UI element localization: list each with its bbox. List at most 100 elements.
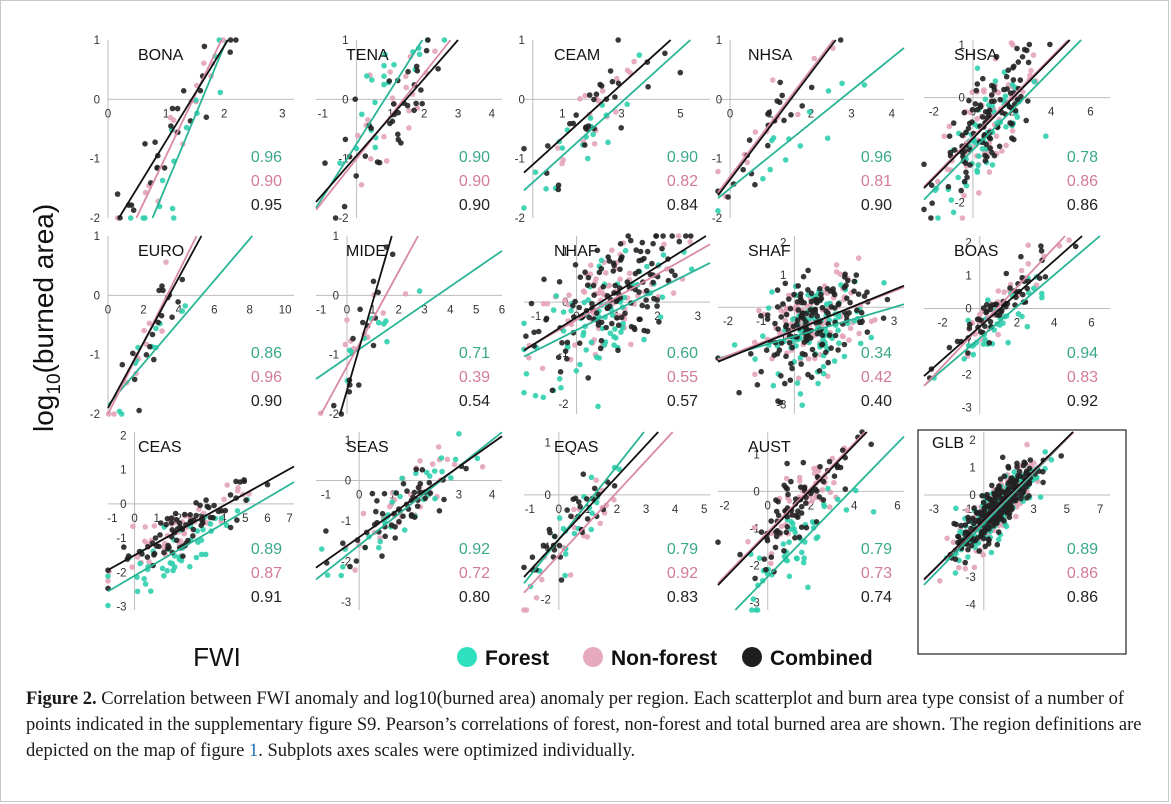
nonforest-point [715, 168, 721, 175]
forest-point [1039, 294, 1045, 301]
combined-point [979, 493, 985, 499]
nonforest-point [993, 133, 1000, 139]
nonforest-point [572, 342, 578, 348]
nonforest-point [584, 534, 591, 540]
x-tick-label: -1 [318, 108, 328, 120]
forest-point [1000, 320, 1006, 326]
forest-point [202, 551, 209, 558]
x-tick-label: -1 [525, 504, 535, 516]
combined-point [584, 282, 591, 289]
combined-point [785, 491, 791, 498]
forest-point [857, 340, 864, 347]
combined-point [203, 497, 209, 503]
combined-point [114, 191, 121, 197]
combined-fit-line [523, 39, 672, 174]
forest-point [416, 288, 423, 294]
combined-point [950, 120, 957, 126]
combined-point [576, 340, 583, 347]
combined-point [758, 368, 764, 375]
nonforest-point [1028, 67, 1034, 74]
combined-point [981, 505, 987, 512]
y-tick-label: 0 [959, 93, 965, 105]
combined-point [643, 297, 649, 303]
combined-point [970, 515, 976, 522]
forest-point [170, 215, 177, 221]
combined-point [839, 447, 846, 454]
combined-point [986, 502, 993, 509]
combined-point [332, 215, 339, 221]
combined-point [370, 342, 377, 349]
combined-point [969, 107, 976, 113]
combined-point [586, 92, 593, 98]
combined-point [227, 37, 234, 43]
nonforest-point [451, 461, 458, 468]
combined-point [564, 356, 570, 362]
nonforest-point [941, 133, 947, 139]
forest-point [588, 339, 595, 346]
nonforest-point [980, 552, 986, 558]
forest-point [1025, 289, 1032, 296]
combined-point [615, 347, 621, 354]
combined-point [187, 512, 193, 518]
forest-point [815, 380, 821, 387]
combined-point [340, 540, 346, 546]
combined-point [609, 78, 616, 85]
combined-point [962, 148, 968, 154]
nonforest-point [591, 141, 598, 147]
combined-point [609, 320, 615, 327]
combined-point [812, 306, 818, 313]
y-tick-label: -1 [515, 154, 525, 166]
forest-point [974, 169, 981, 175]
legend: Forest Non-forest Combined [457, 647, 873, 670]
forest-point [821, 501, 827, 508]
combined-point [523, 333, 529, 340]
combined-point [360, 319, 366, 326]
caption-figure-link[interactable]: 1 [248, 741, 259, 761]
combined-point [987, 496, 994, 503]
forest-point [391, 61, 397, 68]
combined-point [419, 100, 426, 107]
forest-point [456, 431, 462, 437]
forest-point [183, 124, 190, 131]
x-tick-label: 7 [286, 513, 292, 525]
combined-point [610, 268, 617, 274]
combined-point [783, 311, 790, 318]
forest-point [868, 334, 875, 341]
combined-point [611, 483, 618, 489]
combined-point [155, 319, 161, 326]
combined-point [425, 37, 431, 43]
forest-point [372, 144, 379, 151]
combined-point [1009, 121, 1015, 127]
forest-point [142, 581, 149, 587]
nonforest-point [220, 37, 226, 43]
y-tick-label: -3 [962, 402, 972, 414]
region-label: NHAF [554, 243, 598, 260]
combined-fit-line [717, 39, 837, 196]
y-tick-label: 1 [965, 271, 971, 283]
combined-point [816, 368, 823, 374]
combined-point [858, 309, 865, 316]
nonforest-point [1018, 267, 1025, 274]
combined-point [669, 233, 675, 239]
combined-point [835, 301, 842, 307]
nonforest-point [432, 48, 438, 54]
combined-point [921, 206, 927, 213]
nonforest-point [130, 523, 136, 530]
combined-point [562, 348, 569, 355]
nonforest-point [974, 116, 980, 122]
nonforest-point [201, 60, 207, 66]
combined-point [784, 524, 791, 530]
combined-point [392, 535, 399, 541]
x-tick-label: -1 [316, 304, 326, 316]
combined-point [556, 279, 563, 285]
forest-point [560, 309, 567, 315]
combined-point [654, 303, 660, 309]
forest-point [1043, 133, 1049, 139]
combined-point [583, 496, 590, 502]
forest-point [835, 327, 841, 334]
combined-point [604, 305, 610, 312]
forest-point [823, 301, 830, 308]
combined-point [841, 341, 848, 348]
combined-point [771, 352, 778, 359]
forest-point [731, 342, 738, 348]
